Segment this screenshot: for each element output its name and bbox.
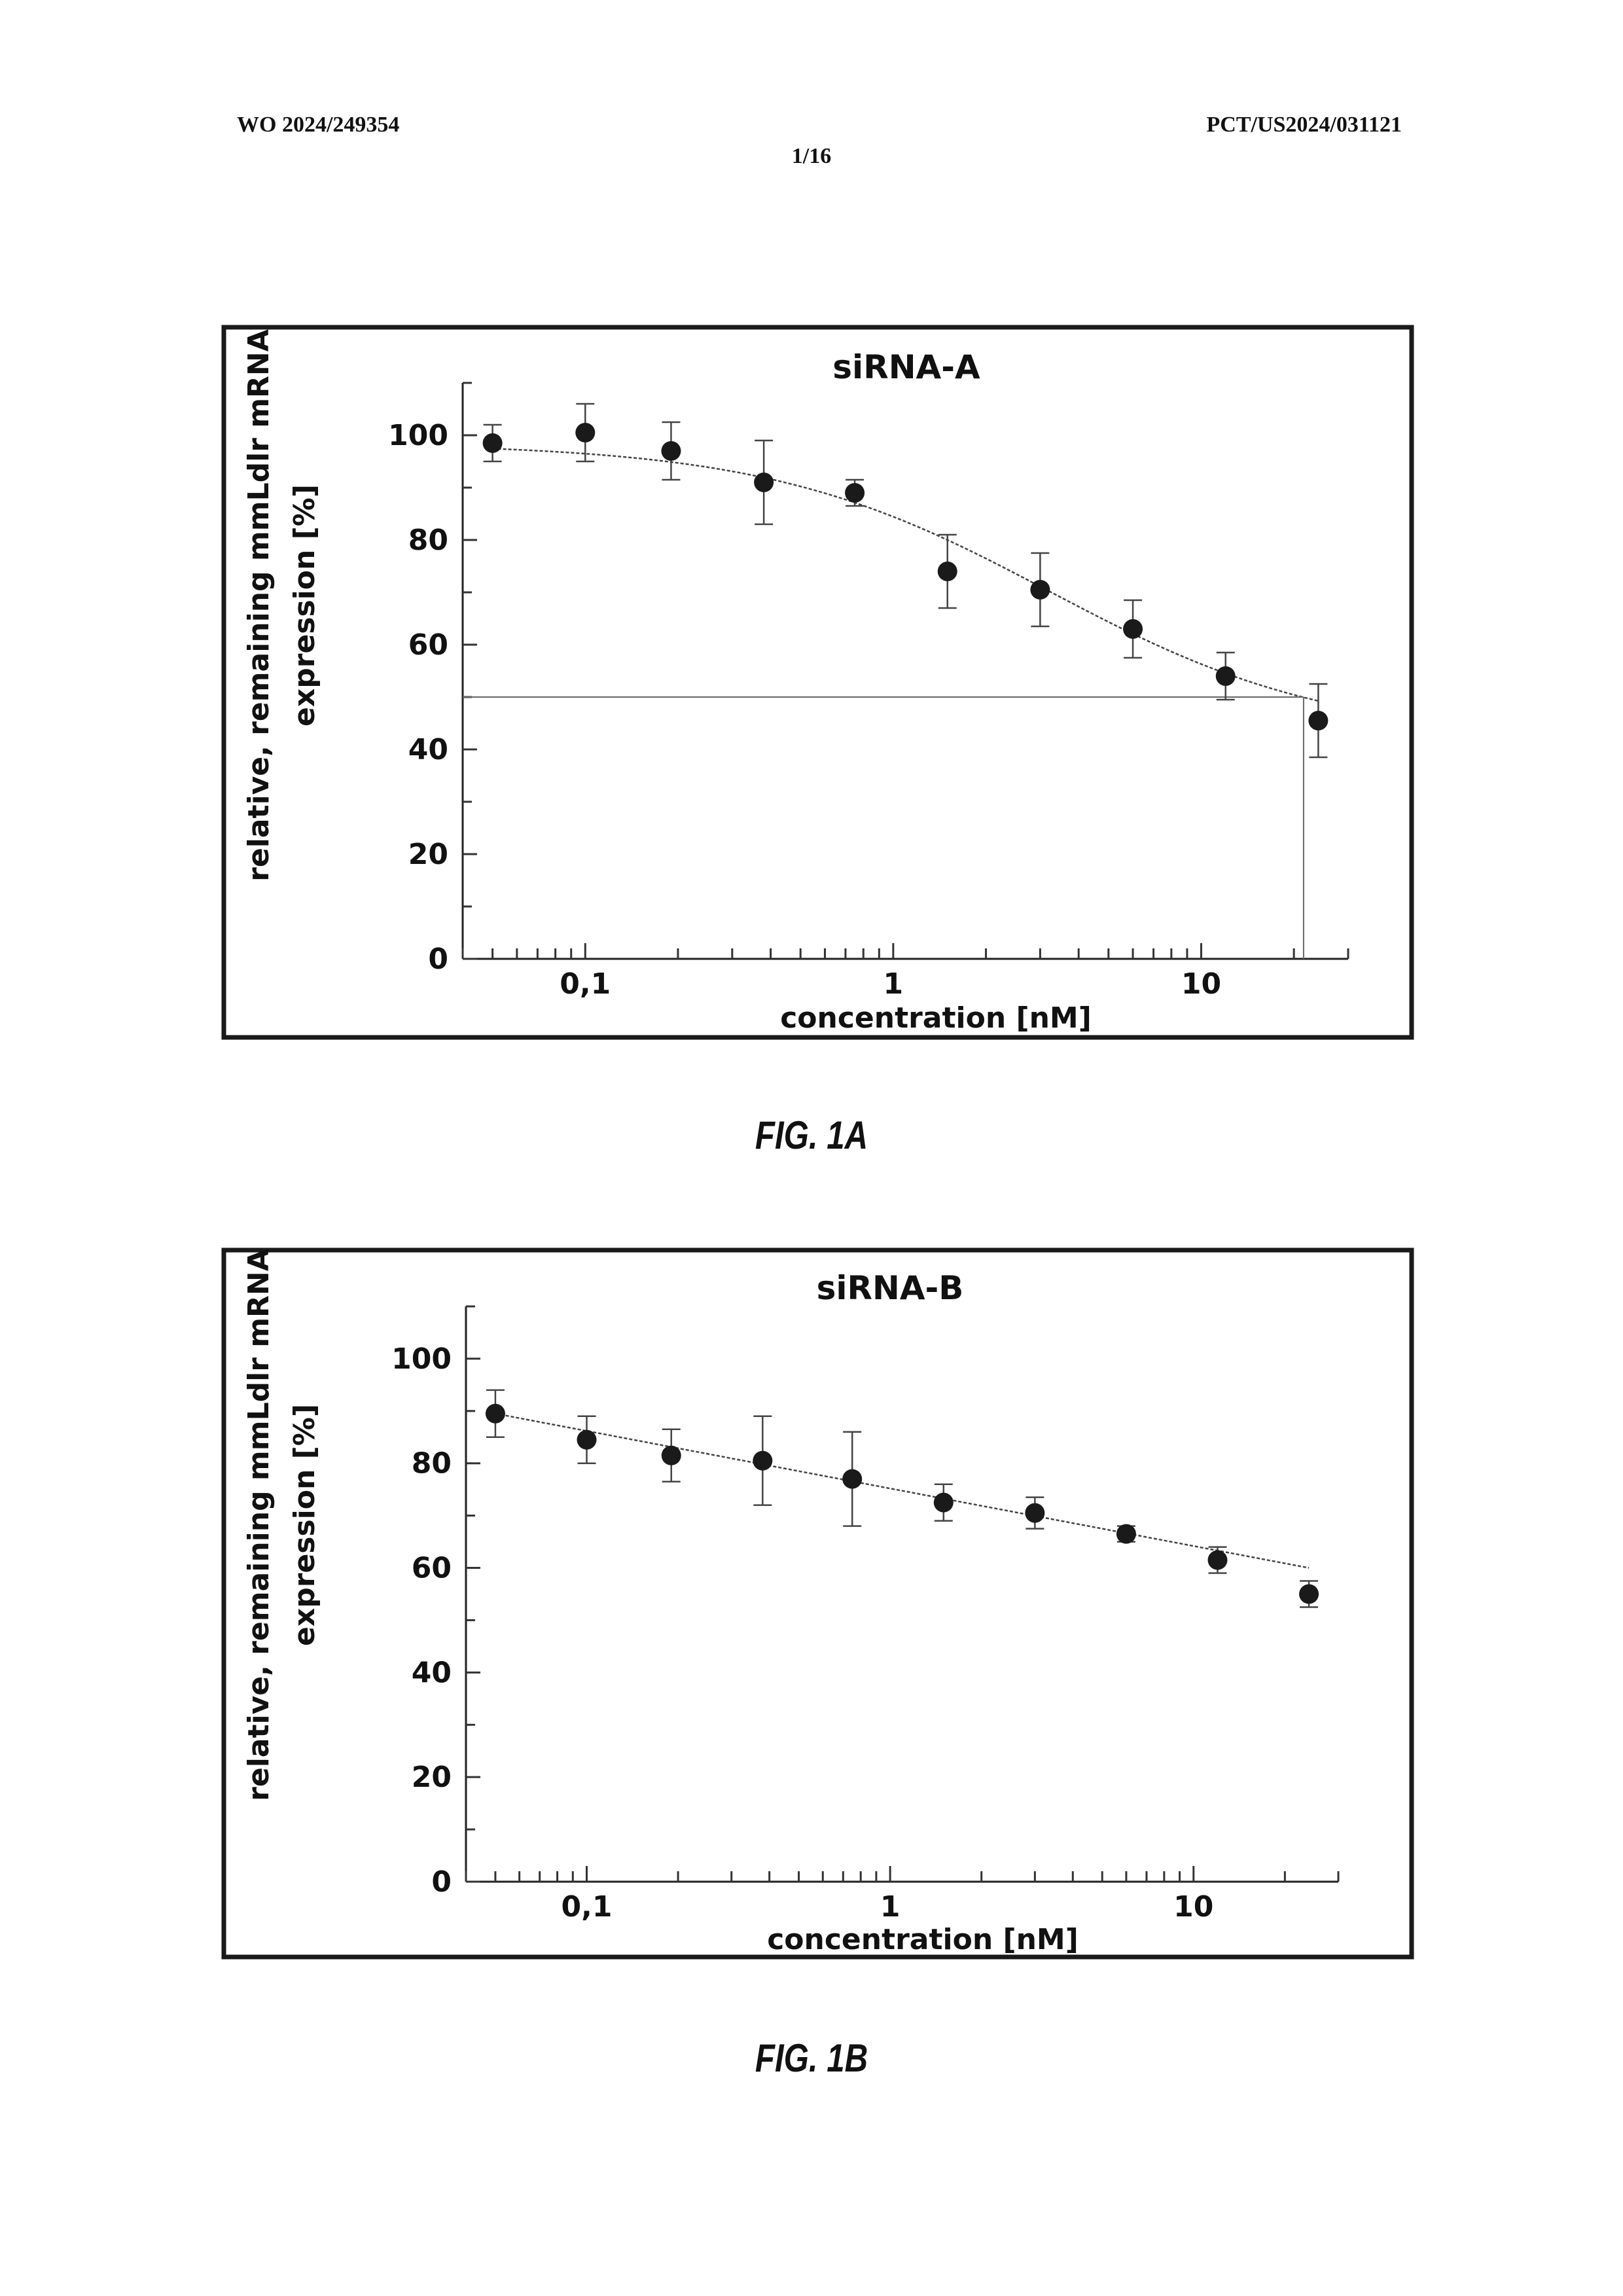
data-point	[933, 1492, 954, 1513]
x-tick-label: 10	[1173, 1890, 1213, 1924]
y-tick-label: 80	[408, 524, 448, 557]
x-axis-label: concentration [nM]	[780, 1001, 1092, 1035]
application-number: PCT/US2024/031121	[1206, 113, 1402, 137]
y-tick-label: 0	[428, 942, 448, 976]
data-point	[753, 1450, 773, 1471]
data-point	[1215, 666, 1236, 686]
fit-curve	[495, 1412, 1310, 1569]
x-tick-label: 1	[883, 967, 904, 1001]
figure-label-1b: FIG. 1B	[755, 2036, 868, 2080]
data-point	[1299, 1584, 1319, 1604]
y-tick-label: 100	[391, 1342, 452, 1376]
y-axis-label-line1: relative, remaining mmLdlr mRNA	[242, 329, 276, 882]
y-tick-label: 100	[388, 419, 448, 452]
data-point	[937, 562, 957, 581]
x-tick-label: 10	[1181, 967, 1221, 1001]
y-tick-label: 20	[408, 838, 448, 871]
figure-label-1a: FIG. 1A	[755, 1113, 868, 1157]
data-point	[575, 423, 596, 442]
chart-b: 0 20 40 60 80 100 0,1 1 10 siRNA-B concentration […	[221, 1247, 1414, 1960]
data-point	[754, 473, 774, 492]
page-number: 1/16	[791, 144, 832, 168]
data-point	[1123, 619, 1143, 639]
y-tick-label: 60	[408, 628, 448, 662]
y-axis-label-line2: expression [%]	[288, 1404, 321, 1646]
chart-a: 0 20 40 60 80 100 0,1 1 10 siRNA-A concentration […	[221, 325, 1414, 1040]
x-axis-label: concentration [nM]	[767, 1923, 1079, 1956]
data-point	[1025, 1503, 1045, 1523]
y-axis-label-line1: relative, remaining mmLdlr mRNA	[242, 1249, 276, 1801]
publication-number: WO 2024/249354	[237, 113, 400, 137]
data-point	[1030, 580, 1050, 600]
data-point	[1116, 1524, 1136, 1544]
data-point	[577, 1429, 597, 1450]
data-point	[1308, 711, 1329, 730]
x-tick-label: 0,1	[562, 1890, 613, 1924]
data-point	[661, 441, 681, 461]
chart-title: siRNA-A	[832, 348, 980, 386]
y-tick-label: 20	[412, 1761, 452, 1794]
chart-frame	[221, 1247, 1414, 1960]
data-point	[485, 1403, 505, 1424]
y-axis-label-line2: expression [%]	[288, 484, 321, 726]
data-point	[845, 483, 865, 503]
x-tick-label: 1	[880, 1890, 901, 1924]
x-tick-label: 0,1	[560, 967, 611, 1001]
data-point	[482, 433, 503, 453]
y-tick-label: 80	[412, 1447, 452, 1480]
chart-frame	[221, 325, 1414, 1040]
chart-title: siRNA-B	[817, 1269, 964, 1307]
data-point	[661, 1445, 681, 1465]
y-tick-label: 60	[412, 1552, 452, 1585]
y-tick-label: 0	[431, 1865, 452, 1899]
data-point	[842, 1469, 863, 1489]
y-tick-label: 40	[412, 1656, 452, 1689]
fit-curve	[492, 448, 1319, 702]
y-tick-label: 40	[408, 733, 448, 766]
data-point	[1207, 1550, 1228, 1570]
